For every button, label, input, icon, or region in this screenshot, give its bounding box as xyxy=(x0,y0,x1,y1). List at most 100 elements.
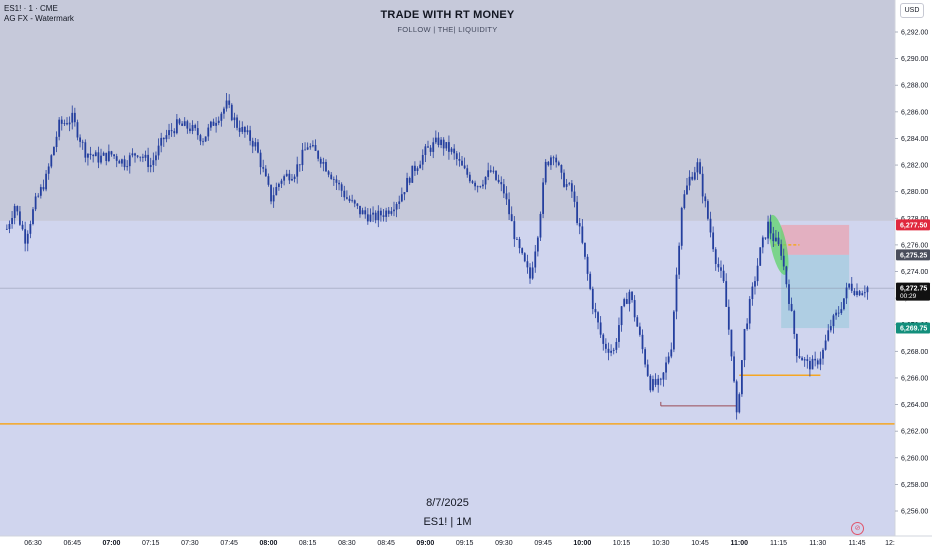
candle-body xyxy=(288,173,291,181)
target-price-label: 6,269.75 xyxy=(900,326,927,333)
candle-body xyxy=(220,113,223,121)
candle-body xyxy=(675,274,678,312)
price-tick-label: 6,284.00 xyxy=(901,136,928,143)
price-tick-label: 6,288.00 xyxy=(901,83,928,90)
candle-body xyxy=(58,119,61,137)
candle-body xyxy=(228,100,231,105)
indicator-watermark-label[interactable]: AG FX - Watermark xyxy=(4,14,74,23)
candle-body xyxy=(87,153,89,158)
compass-icon[interactable]: ⊘ xyxy=(851,522,864,535)
candle-body xyxy=(314,145,317,151)
candle-body xyxy=(638,326,641,335)
candle-body xyxy=(45,173,47,190)
candle-body xyxy=(482,184,484,187)
candle-body xyxy=(628,291,631,304)
candle-body xyxy=(738,394,741,413)
candle-body xyxy=(311,145,314,147)
candle-body xyxy=(356,203,359,206)
take-profit-zone[interactable] xyxy=(781,254,850,329)
price-tick-label: 6,274.00 xyxy=(901,269,928,276)
price-tick-label: 6,280.00 xyxy=(901,189,928,196)
currency-button[interactable]: USD xyxy=(900,3,924,18)
candle-body xyxy=(272,195,275,202)
candle-body xyxy=(665,362,667,373)
candle-body xyxy=(468,174,471,182)
price-tick-label: 6,262.00 xyxy=(901,429,928,436)
candle-body xyxy=(73,112,76,123)
candle-body xyxy=(144,154,147,158)
time-tick-label: 07:45 xyxy=(220,540,238,547)
candle-body xyxy=(782,255,785,267)
candle-body xyxy=(147,154,149,167)
candle-body xyxy=(353,200,356,204)
candle-body xyxy=(775,237,777,242)
time-axis[interactable] xyxy=(0,536,932,550)
stop-price-label-bg[interactable] xyxy=(896,219,930,231)
candle-body xyxy=(479,186,482,188)
time-tick-label: 07:15 xyxy=(142,540,160,547)
candle-body xyxy=(230,104,233,121)
candle-body xyxy=(455,153,458,159)
candle-body xyxy=(134,153,136,156)
time-tick-label: 09:45 xyxy=(534,540,552,547)
time-tick-label: 10:15 xyxy=(613,540,631,547)
candle-body xyxy=(599,322,602,335)
candle-body xyxy=(843,298,845,310)
candle-body xyxy=(408,177,411,183)
candle-body xyxy=(189,128,191,131)
candle-body xyxy=(63,123,66,124)
candle-body xyxy=(183,121,186,126)
candle-body xyxy=(699,162,701,174)
price-axis[interactable] xyxy=(895,0,932,550)
candle-body xyxy=(691,176,694,180)
candle-body xyxy=(39,187,42,196)
entry-price-label-bg[interactable] xyxy=(896,249,930,261)
candle-body xyxy=(126,166,129,168)
candle-body xyxy=(141,156,144,158)
time-tick-label: 10:30 xyxy=(652,540,670,547)
candle-body xyxy=(756,265,759,282)
candle-body xyxy=(168,130,170,136)
candle-body xyxy=(385,210,388,217)
time-tick-label: 07:30 xyxy=(181,540,199,547)
candle-body xyxy=(121,159,123,164)
candle-body xyxy=(212,121,215,126)
candle-body xyxy=(291,178,293,181)
current-price-label-bg[interactable] xyxy=(896,282,930,301)
entry-price-label: 6,275.25 xyxy=(900,252,927,259)
candle-body xyxy=(128,155,131,167)
time-tick-label: 09:00 xyxy=(416,540,434,547)
candle-body xyxy=(298,164,301,166)
stop-loss-zone[interactable] xyxy=(781,224,850,255)
price-tick-label: 6,290.00 xyxy=(901,56,928,63)
candle-body xyxy=(641,334,644,350)
candle-body xyxy=(505,193,508,200)
candle-body xyxy=(845,287,848,299)
candle-body xyxy=(34,196,37,210)
target-price-label-bg[interactable] xyxy=(896,322,930,334)
candle-body xyxy=(489,170,492,172)
candle-body xyxy=(332,179,335,180)
candle-body xyxy=(670,349,673,357)
candle-body xyxy=(607,348,610,353)
candle-body xyxy=(217,120,220,123)
candle-body xyxy=(615,341,618,350)
candle-body xyxy=(793,310,796,335)
price-tick-label: 6,278.00 xyxy=(901,216,928,223)
candle-body xyxy=(536,237,539,252)
candle-body xyxy=(680,207,683,246)
candle-body xyxy=(26,233,29,244)
symbol-info[interactable]: ES1! · 1 · CME xyxy=(4,4,58,13)
candle-body xyxy=(196,128,199,136)
candle-body xyxy=(257,142,259,153)
candle-body xyxy=(502,184,505,194)
candle-body xyxy=(421,154,424,165)
candle-body xyxy=(162,137,165,140)
time-tick-label: 08:00 xyxy=(259,540,277,547)
candle-body xyxy=(570,183,573,192)
candle-body xyxy=(37,195,40,197)
candle-body xyxy=(366,214,369,222)
candle-body xyxy=(672,311,675,350)
candle-body xyxy=(683,194,686,208)
